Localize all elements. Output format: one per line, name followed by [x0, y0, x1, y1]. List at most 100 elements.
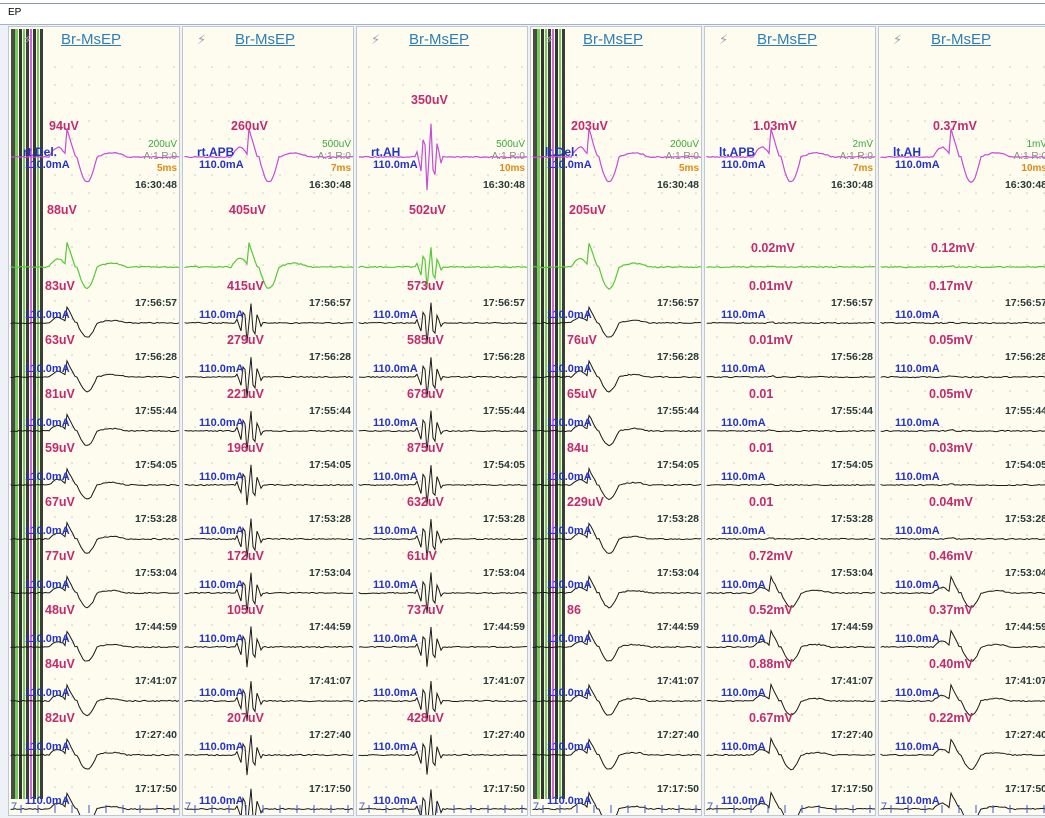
grid-dot	[504, 588, 506, 590]
grid-dot	[593, 768, 595, 770]
grid-dot	[279, 570, 281, 572]
grid-dot	[975, 354, 977, 356]
grid-dot	[784, 426, 786, 428]
grid-dot	[521, 660, 523, 662]
grid-dot	[173, 480, 175, 482]
grid-dot	[678, 390, 680, 392]
grid-dot	[644, 192, 646, 194]
stimulus-artifact	[37, 29, 39, 799]
grid-dot	[716, 516, 718, 518]
trace-time: 17:54:05	[1004, 459, 1045, 471]
trace-line	[532, 737, 701, 770]
waveform-panel[interactable]: ⚡ Br-MsEP lt.AH 110.0mA 1mV A:1 R:0 10ms 16:30:…	[878, 26, 1045, 816]
grid-dot	[504, 606, 506, 608]
grid-dot	[330, 102, 332, 104]
grid-dot	[139, 606, 141, 608]
grid-dot	[818, 408, 820, 410]
waveform-panel[interactable]: ⚡ Br-MsEP lt.APB 110.0mA 2mV A:1 R:0 7ms 16:30:…	[704, 26, 876, 816]
grid-dot	[661, 210, 663, 212]
lightning-icon[interactable]: ⚡	[719, 33, 729, 48]
grid-dot	[402, 696, 404, 698]
grid-dot	[228, 624, 230, 626]
modality-link[interactable]: Br-MsEP	[61, 31, 121, 48]
amplitude-label: 875uV	[407, 441, 444, 455]
grid-dot	[958, 768, 960, 770]
stimulus-artifact	[548, 29, 551, 799]
current-label: 110.0mA	[547, 579, 592, 591]
grid-dot	[470, 588, 472, 590]
trace-line	[880, 375, 1045, 379]
grid-dot	[958, 588, 960, 590]
grid-dot	[173, 444, 175, 446]
grid-dot	[105, 642, 107, 644]
grid-dot	[890, 246, 892, 248]
grid-dot	[924, 228, 926, 230]
grid-dot	[122, 426, 124, 428]
waveform-panel[interactable]: ⚡ Br-MsEP rt.AH 110.0mA 500uV A:1 R:0 10ms 16:3…	[356, 26, 528, 816]
grid-dot	[228, 246, 230, 248]
grid-dot	[228, 498, 230, 500]
grid-dot	[835, 138, 837, 140]
grid-dot	[784, 444, 786, 446]
grid-dot	[678, 444, 680, 446]
current-label: 110.0mA	[25, 309, 70, 321]
grid-dot	[139, 300, 141, 302]
grid-dot	[1043, 102, 1045, 104]
grid-dot	[869, 408, 871, 410]
grid-dot	[610, 192, 612, 194]
grid-dot	[402, 120, 404, 122]
current-label: 110.0mA	[895, 525, 940, 537]
grid-dot	[453, 624, 455, 626]
waveform-panel[interactable]: ⚡ Br-MsEP rt.Del. 110.0mA 200uV A:1 R:0 5ms 16:…	[8, 26, 180, 816]
amplitude-label: 573uV	[407, 279, 444, 293]
grid-dot	[139, 66, 141, 68]
grid-dot	[627, 210, 629, 212]
trace-time: 17:27:40	[482, 729, 525, 741]
grid-dot	[521, 210, 523, 212]
grid-dot	[1043, 138, 1045, 140]
grid-dot	[627, 606, 629, 608]
modality-link[interactable]: Br-MsEP	[757, 31, 817, 48]
grid-dot	[436, 768, 438, 770]
lightning-icon[interactable]: ⚡	[197, 33, 207, 48]
amplitude-label: 0.05mV	[929, 333, 973, 347]
grid-dot	[173, 768, 175, 770]
current-label: 110.0mA	[373, 525, 418, 537]
lightning-icon[interactable]: ⚡	[371, 33, 381, 48]
lightning-icon[interactable]: ⚡	[545, 33, 555, 48]
modality-link[interactable]: Br-MsEP	[583, 31, 643, 48]
grid-dot	[419, 120, 421, 122]
grid-dot	[890, 300, 892, 302]
grid-dot	[228, 282, 230, 284]
modality-link[interactable]: Br-MsEP	[931, 31, 991, 48]
grid-dot	[576, 66, 578, 68]
grid-dot	[313, 660, 315, 662]
grid-dot	[869, 210, 871, 212]
grid-dot	[296, 444, 298, 446]
grid-dot	[992, 174, 994, 176]
modality-link[interactable]: Br-MsEP	[409, 31, 469, 48]
current-label: 110.0mA	[547, 633, 592, 645]
grid-dot	[279, 102, 281, 104]
grid-dot	[767, 660, 769, 662]
trace-line	[880, 483, 1045, 487]
grid-dot	[105, 336, 107, 338]
modality-link[interactable]: Br-MsEP	[235, 31, 295, 48]
lightning-icon[interactable]: ⚡	[893, 33, 903, 48]
lightning-icon[interactable]: ⚡	[23, 33, 33, 48]
trace-time: 17:53:04	[830, 567, 873, 579]
trace-second	[706, 265, 875, 269]
grid-dot	[313, 588, 315, 590]
waveform-panel[interactable]: ⚡ Br-MsEP rt.APB 110.0mA 500uV A:1 R:0 7ms 16:3…	[182, 26, 354, 816]
grid-dot	[296, 66, 298, 68]
trace-line	[184, 734, 353, 776]
grid-dot	[593, 534, 595, 536]
grid-dot	[784, 282, 786, 284]
grid-dot	[890, 660, 892, 662]
grid-dot	[733, 426, 735, 428]
grid-dot	[139, 318, 141, 320]
grid-dot	[852, 84, 854, 86]
grid-dot	[54, 138, 56, 140]
grid-dot	[453, 264, 455, 266]
waveform-panel[interactable]: ⚡ Br-MsEP lt.Del. 110.0mA 200uV A:1 R:0 5ms 16:…	[530, 26, 702, 816]
